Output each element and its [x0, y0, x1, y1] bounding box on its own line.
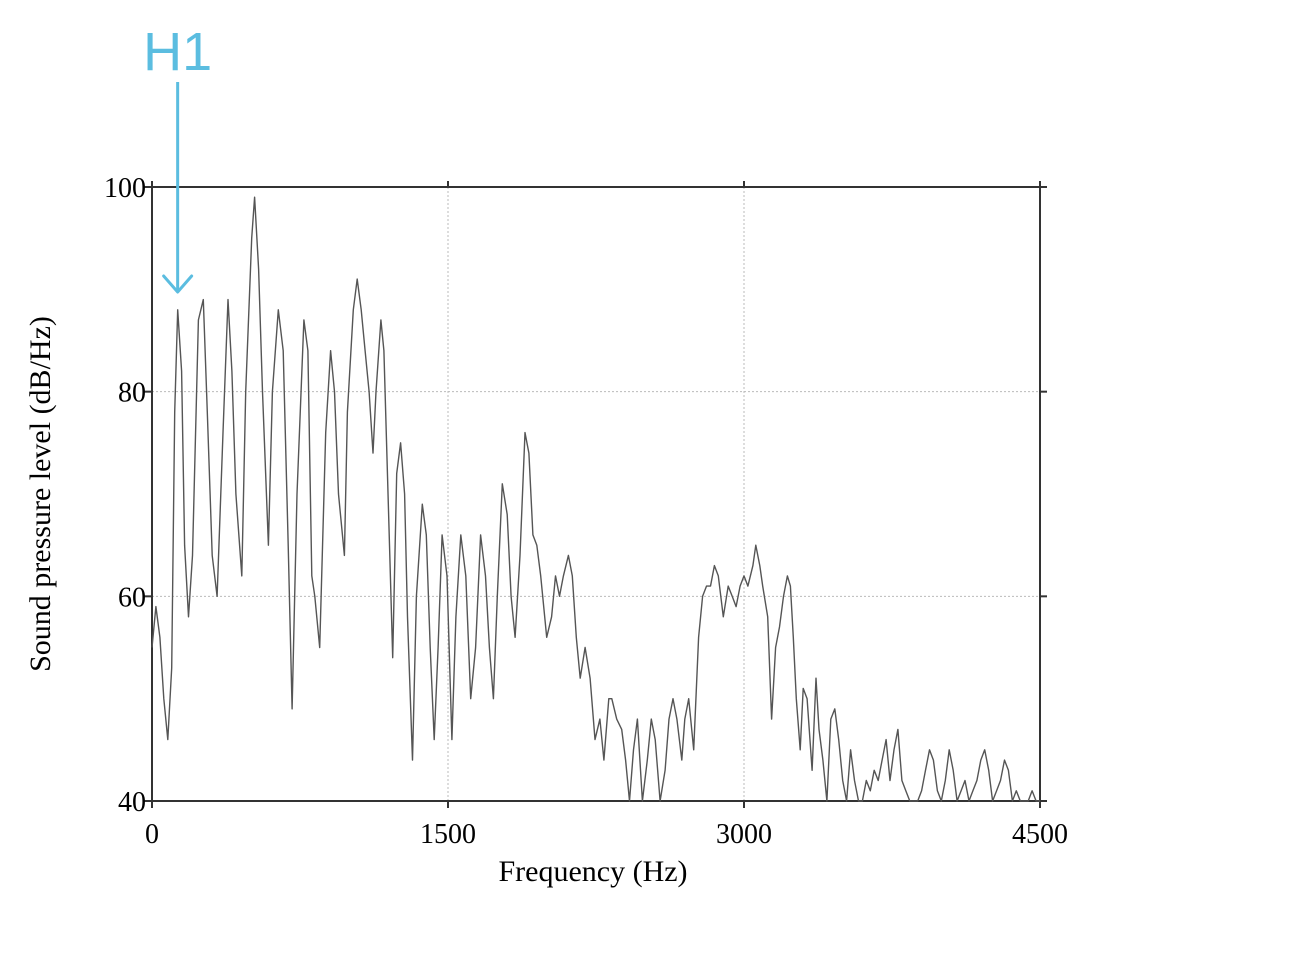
- y-tick-label: 80: [118, 378, 146, 409]
- y-tick-labels: 40 60 80 100: [104, 173, 146, 818]
- grid-lines: [152, 187, 1040, 801]
- spectrum-line: [151, 196, 1040, 802]
- plot-frame: [151, 186, 1041, 802]
- y-axis-label: Sound pressure level (dB/Hz): [24, 316, 57, 672]
- h1-arrow-head: [162, 274, 194, 294]
- axis-ticks: [144, 181, 1047, 808]
- x-tick-label: 4500: [1012, 819, 1068, 850]
- x-tick-label: 1500: [420, 819, 476, 850]
- x-tick-label: 3000: [716, 819, 772, 850]
- x-tick-label: 0: [145, 819, 159, 850]
- y-tick-label: 40: [118, 787, 146, 818]
- x-axis-label: Frequency (Hz): [498, 855, 687, 888]
- y-tick-label: 60: [118, 582, 146, 613]
- y-tick-label: 100: [104, 173, 146, 204]
- h1-annotation: H1: [143, 22, 212, 294]
- h1-label: H1: [143, 22, 212, 82]
- x-tick-labels: 0 1500 3000 4500: [145, 819, 1068, 850]
